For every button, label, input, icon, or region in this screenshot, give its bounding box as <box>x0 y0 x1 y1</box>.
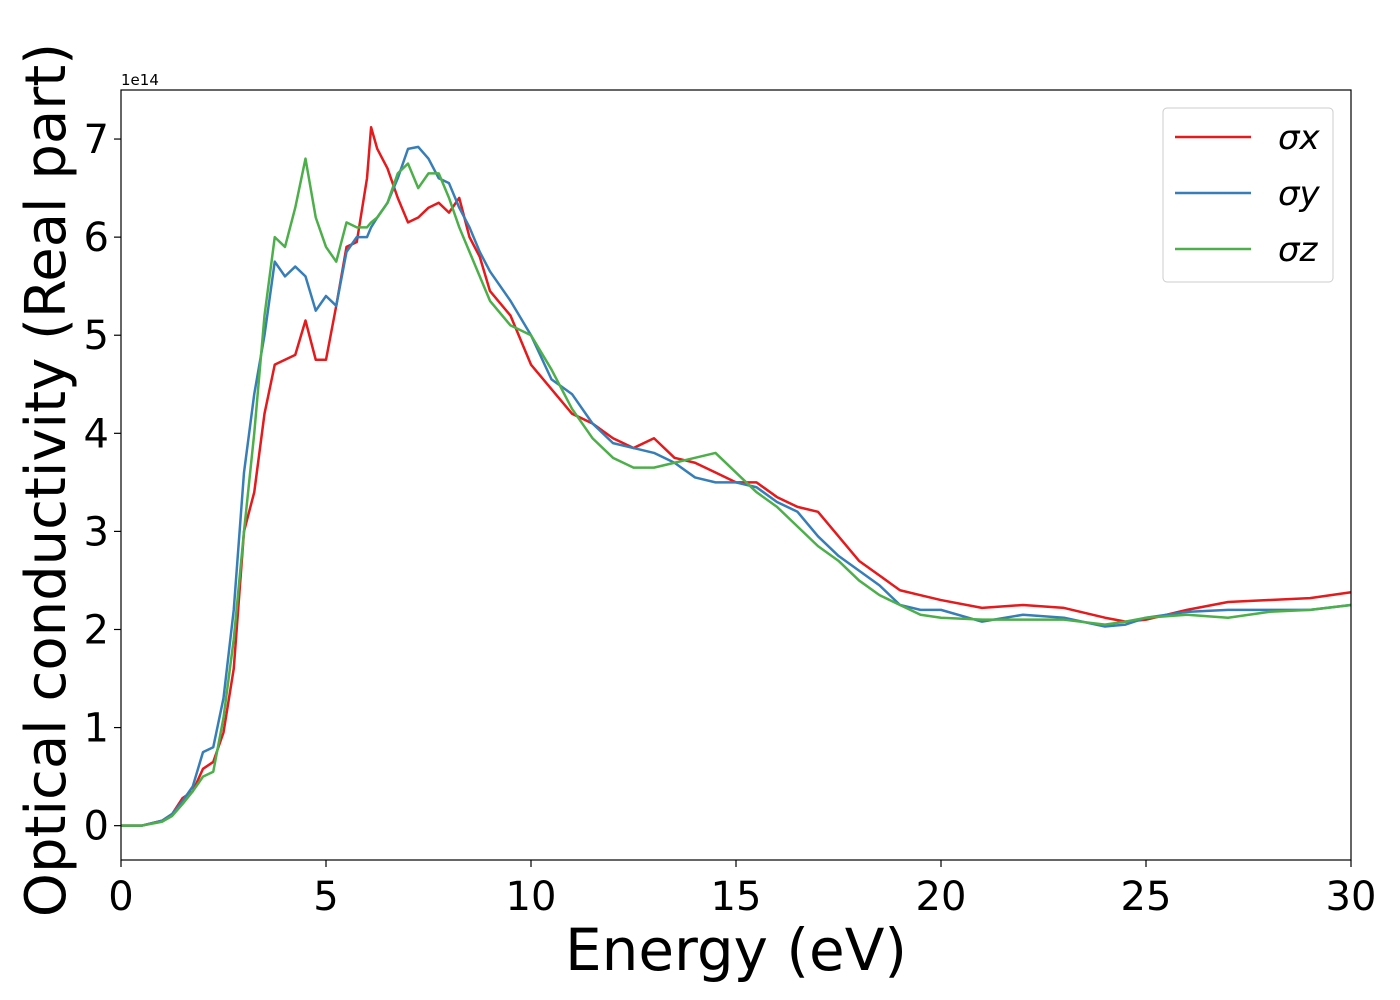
x-tick-label: 30 <box>1326 874 1377 920</box>
y-axis-label: Optical conductivity (Real part) <box>14 43 79 917</box>
x-tick-label: 10 <box>506 874 557 920</box>
y-tick-label: 4 <box>84 411 109 457</box>
series-line <box>121 126 1352 827</box>
x-tick-label: 0 <box>108 874 133 920</box>
x-tick-label: 20 <box>916 874 967 920</box>
y-tick-label: 0 <box>84 804 109 850</box>
legend-label: σz <box>1278 230 1319 270</box>
y-tick-label: 7 <box>84 117 109 163</box>
legend-label: σx <box>1278 118 1321 158</box>
x-tick-label: 5 <box>313 874 338 920</box>
x-tick-label: 25 <box>1121 874 1172 920</box>
y-tick-label: 6 <box>84 215 109 261</box>
legend-box <box>1162 107 1334 283</box>
plot-frame <box>120 89 1352 861</box>
y-tick-label: 3 <box>84 509 109 555</box>
y-tick-label: 2 <box>84 607 109 653</box>
y-tick-label: 5 <box>84 313 109 359</box>
y-offset-text: 1e14 <box>121 71 159 89</box>
series-line <box>121 145 1352 827</box>
series-line <box>121 157 1352 827</box>
x-axis-label: Energy (eV) <box>565 916 907 984</box>
x-tick-label: 15 <box>711 874 762 920</box>
y-tick-label: 1 <box>84 706 109 752</box>
legend-label: σy <box>1278 174 1321 214</box>
